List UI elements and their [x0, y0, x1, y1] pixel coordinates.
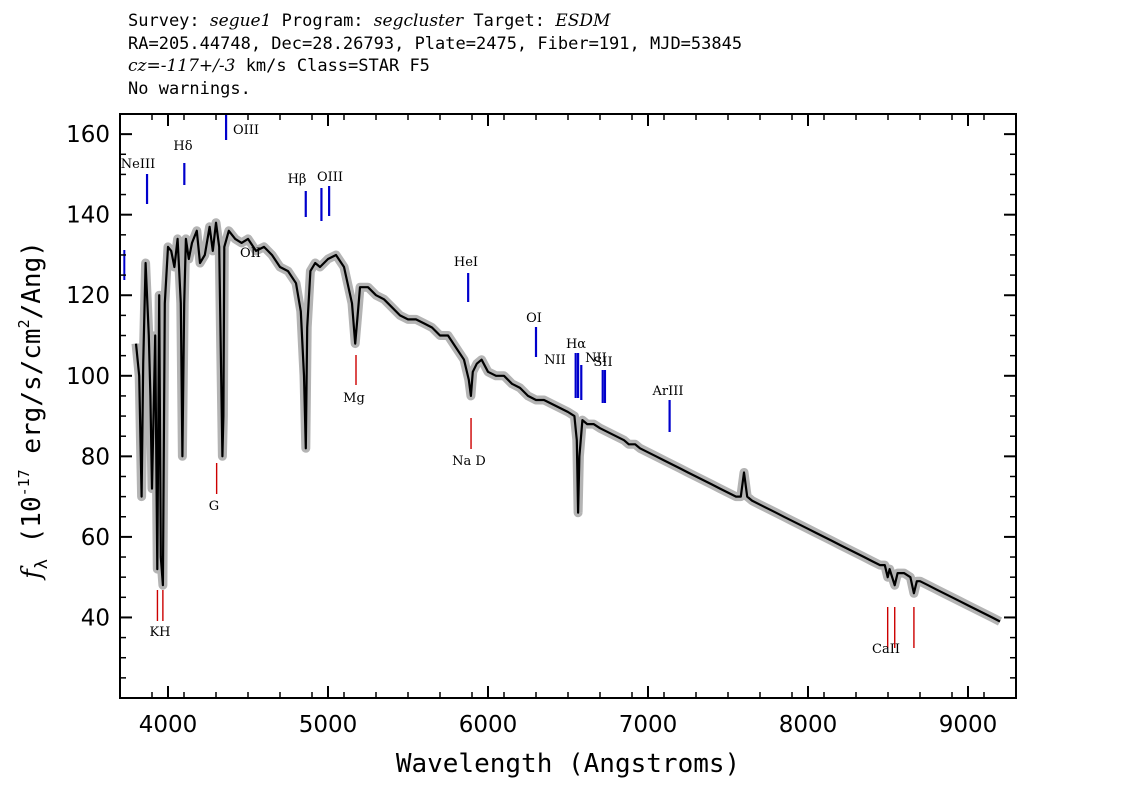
survey-label: Survey:: [128, 11, 200, 31]
y-tick-label: 100: [66, 364, 110, 390]
header-line-3: cz=-117+/-3 km/s Class=STAR F5: [128, 55, 742, 78]
absorption-line-label: KH: [149, 625, 170, 640]
emission-line-label: Hα: [566, 337, 586, 352]
absorption-line-label: Mg: [343, 391, 365, 406]
emission-line-label: SII: [593, 355, 612, 370]
header-line-1: Survey: segue1 Program: segcluster Targe…: [128, 10, 742, 33]
flux-line: [134, 221, 1001, 623]
flux-error-band: [131, 218, 1003, 626]
redshift-value: cz=-117+/-3: [128, 56, 236, 76]
emission-line-label: NII: [544, 353, 566, 368]
emission-line-label: NeIII: [121, 157, 155, 172]
emission-line-label: OII: [240, 246, 261, 261]
class-text: km/s Class=STAR F5: [235, 56, 430, 76]
emission-line-label: OIII: [317, 170, 343, 185]
emission-line-label: ArIII: [651, 384, 683, 399]
x-tick-label: 8000: [779, 712, 838, 738]
survey-value: segue1: [209, 11, 272, 31]
program-label: Program:: [281, 11, 364, 31]
emission-line-label: NII: [585, 351, 607, 366]
absorption-line-label: G: [209, 499, 219, 514]
x-tick-label: 6000: [459, 712, 518, 738]
target-label: Target:: [473, 11, 546, 31]
y-tick-label: 60: [81, 525, 110, 551]
emission-line-label: Hδ: [173, 139, 192, 154]
x-tick-label: 7000: [619, 712, 678, 738]
emission-line-label: HeI: [454, 255, 478, 270]
plot-frame: [119, 113, 1017, 699]
y-axis-title: fλ (10-17 erg/s/cm2/Ang): [15, 241, 52, 581]
x-tick-label: 5000: [299, 712, 358, 738]
target-value: ESDM: [555, 11, 611, 31]
plot-area: [131, 218, 1003, 626]
y-tick-label: 140: [66, 203, 110, 229]
header-line-4: No warnings.: [128, 78, 251, 99]
y-tick-label: 80: [81, 444, 110, 470]
x-axis-title: Wavelength (Angstroms): [396, 749, 740, 779]
y-tick-label: 40: [81, 605, 110, 631]
emission-line-label: Hβ: [288, 172, 307, 187]
x-tick-label: 9000: [939, 712, 998, 738]
y-tick-label: 120: [66, 283, 110, 309]
emission-line-label: OIII: [233, 123, 259, 138]
absorption-line-label: Na D: [452, 454, 486, 469]
absorption-line-label: CaII: [872, 642, 900, 657]
program-value: segcluster: [373, 11, 464, 31]
emission-line-label: OI: [526, 311, 542, 326]
x-tick-label: 4000: [139, 712, 198, 738]
y-tick-label: 160: [66, 122, 110, 148]
spectrum-header: Survey: segue1 Program: segcluster Targe…: [128, 10, 742, 100]
axes: 4000 5000 6000 7000 8000 9000 40 60 80 100 120 140 1…: [66, 113, 1017, 738]
header-line-2: RA=205.44748, Dec=28.26793, Plate=2475, …: [128, 33, 743, 54]
